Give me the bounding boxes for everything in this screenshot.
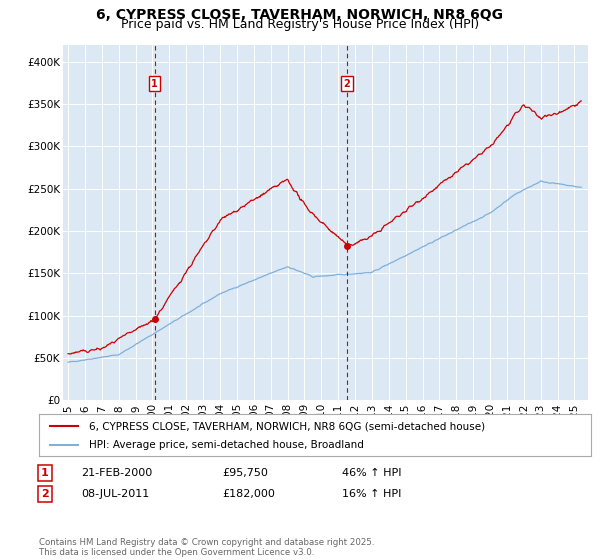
- Text: 21-FEB-2000: 21-FEB-2000: [81, 468, 152, 478]
- Text: Contains HM Land Registry data © Crown copyright and database right 2025.
This d: Contains HM Land Registry data © Crown c…: [39, 538, 374, 557]
- Text: Price paid vs. HM Land Registry's House Price Index (HPI): Price paid vs. HM Land Registry's House …: [121, 18, 479, 31]
- Text: 2: 2: [344, 79, 350, 89]
- Text: 1: 1: [151, 79, 158, 89]
- Text: 6, CYPRESS CLOSE, TAVERHAM, NORWICH, NR8 6QG: 6, CYPRESS CLOSE, TAVERHAM, NORWICH, NR8…: [97, 8, 503, 22]
- Text: 08-JUL-2011: 08-JUL-2011: [81, 489, 149, 499]
- Text: £182,000: £182,000: [222, 489, 275, 499]
- Text: 46% ↑ HPI: 46% ↑ HPI: [342, 468, 401, 478]
- Text: 1: 1: [41, 468, 49, 478]
- Text: HPI: Average price, semi-detached house, Broadland: HPI: Average price, semi-detached house,…: [89, 440, 364, 450]
- Text: 2: 2: [41, 489, 49, 499]
- Text: £95,750: £95,750: [222, 468, 268, 478]
- Text: 6, CYPRESS CLOSE, TAVERHAM, NORWICH, NR8 6QG (semi-detached house): 6, CYPRESS CLOSE, TAVERHAM, NORWICH, NR8…: [89, 421, 485, 431]
- Text: 16% ↑ HPI: 16% ↑ HPI: [342, 489, 401, 499]
